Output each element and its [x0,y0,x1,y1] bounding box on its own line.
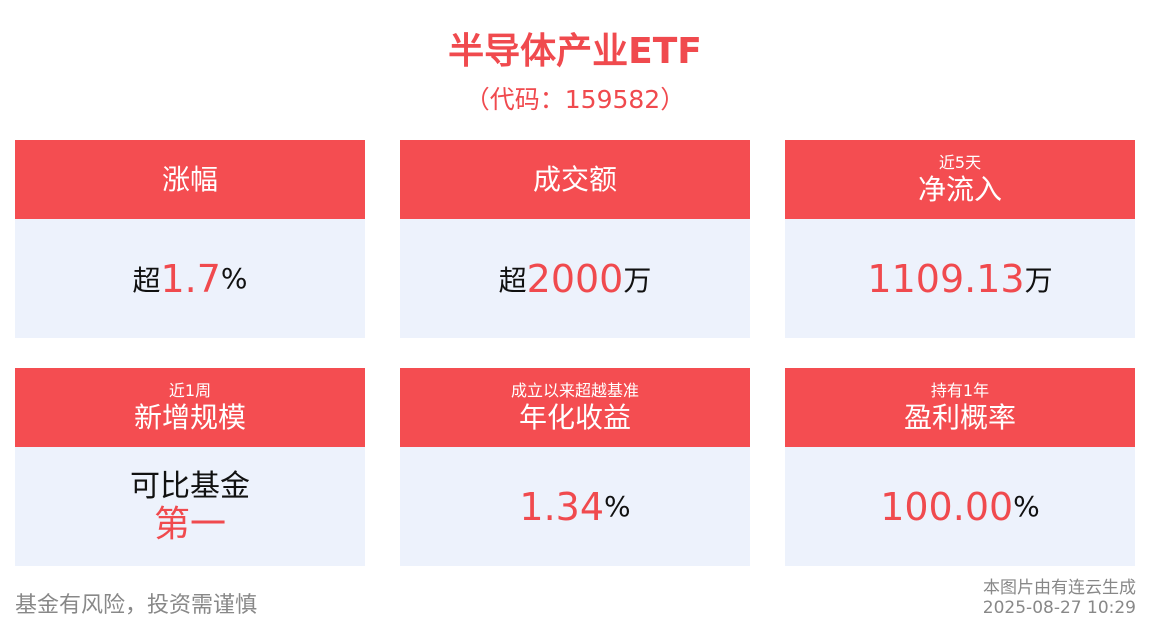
value-unit: % [604,490,631,523]
card-title: 涨幅 [161,162,218,196]
card: 涨幅超 1.7% [15,140,365,338]
card-title: 成交额 [532,162,617,196]
card-header: 成交额 [400,140,750,219]
card-title: 净流入 [917,172,1002,206]
value-number: 100.00 [880,484,1014,529]
card-value: 超 1.7% [15,219,365,338]
source: 本图片由有连云生成 2025-08-27 10:29 [983,578,1136,618]
timestamp: 2025-08-27 10:29 [982,598,1136,618]
card-value: 可比基金 第一 [15,447,365,566]
value-unit: 万 [623,263,652,297]
card-value: 100.00% [785,447,1135,566]
value-number: 1.7 [160,256,221,301]
value-number: 1.34 [519,484,604,529]
value-prefix: 超 [498,263,527,297]
source-text: 本图片由有连云生成 [983,578,1136,598]
value-prefix: 超 [132,263,161,297]
card-value: 1.34% [400,447,750,566]
card-header: 涨幅 [15,140,365,219]
card-header: 持有1年 盈利概率 [785,368,1135,447]
disclaimer: 基金有风险，投资需谨慎 [15,593,258,618]
value-unit: % [1013,490,1040,523]
value-unit: 万 [1024,263,1053,297]
card-subtitle: 近5天 [938,152,982,172]
card-subtitle: 近1周 [168,380,212,400]
card: 持有1年 盈利概率 100.00% [785,368,1135,566]
card-title: 新增规模 [133,400,246,434]
card-header: 近5天 净流入 [785,140,1135,219]
value-number: 2000 [526,256,624,301]
card-title: 盈利概率 [903,400,1016,434]
card-subtitle: 持有1年 [930,380,990,400]
value-prefix: 可比基金 [130,468,250,504]
value-unit: % [220,262,248,295]
card-title: 年化收益 [518,400,631,434]
card-header: 近1周 新增规模 [15,368,365,447]
card: 成交额超 2000 万 [400,140,750,338]
fund-code: （代码：159582） [464,85,686,114]
card-header: 成立以来超越基准 年化收益 [400,368,750,447]
value-number: 1109.13 [867,256,1025,301]
card-value: 超 2000 万 [400,219,750,338]
card: 近1周 新增规模 可比基金 第一 [15,368,365,566]
title: 半导体产业ETF [448,31,702,72]
card-subtitle: 成立以来超越基准 [510,380,639,400]
card: 成立以来超越基准 年化收益 1.34% [400,368,750,566]
card: 近5天 净流入 1109.13 万 [785,140,1135,338]
card-value: 1109.13 万 [785,219,1135,338]
value-number: 第一 [153,503,226,545]
